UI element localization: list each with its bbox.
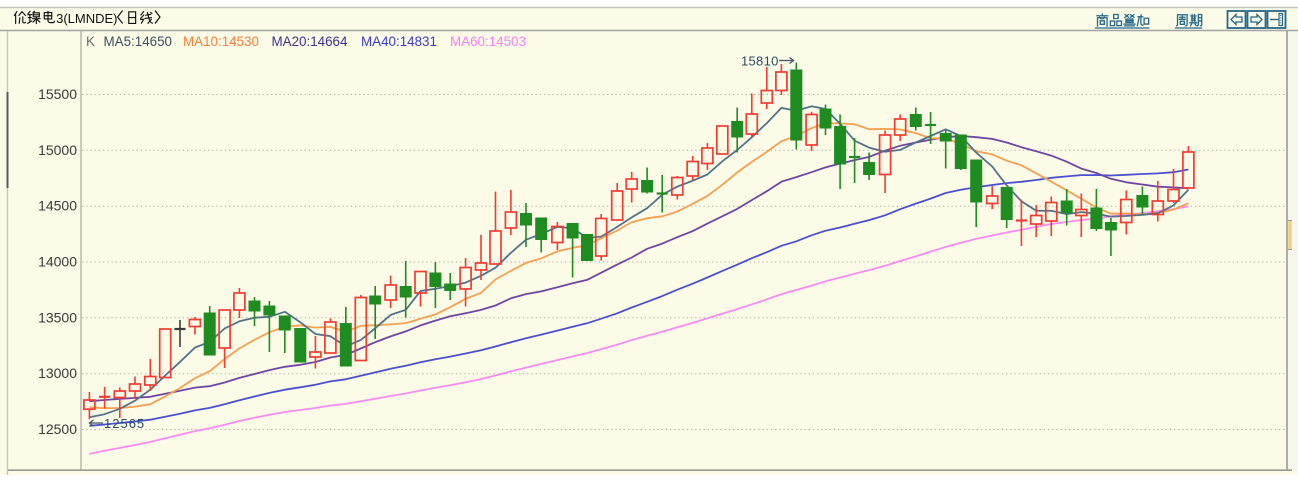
svg-text:3(LMNDE): 3(LMNDE) bbox=[56, 11, 117, 26]
svg-text:14500: 14500 bbox=[38, 198, 77, 214]
svg-text:MA60:14503: MA60:14503 bbox=[450, 34, 526, 49]
svg-text:13500: 13500 bbox=[38, 309, 77, 325]
svg-text:14000: 14000 bbox=[38, 254, 77, 270]
svg-text:MA20:14664: MA20:14664 bbox=[272, 34, 348, 49]
svg-text:MA40:14831: MA40:14831 bbox=[361, 34, 437, 49]
svg-text:MA5:14650: MA5:14650 bbox=[104, 34, 173, 49]
svg-text:13000: 13000 bbox=[38, 365, 77, 381]
svg-text:15000: 15000 bbox=[38, 142, 77, 158]
svg-text:12565: 12565 bbox=[104, 416, 145, 431]
svg-text:MA10:14530: MA10:14530 bbox=[183, 34, 259, 49]
svg-text:K: K bbox=[86, 34, 95, 49]
svg-text:12500: 12500 bbox=[38, 421, 77, 437]
svg-text:15810: 15810 bbox=[741, 54, 779, 69]
svg-text:15500: 15500 bbox=[38, 86, 77, 102]
